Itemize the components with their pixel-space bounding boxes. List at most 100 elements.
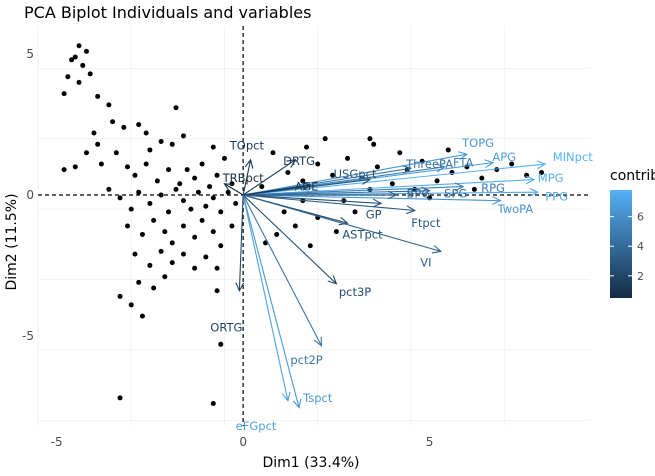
individual-point [139, 313, 145, 319]
individual-point [221, 155, 227, 161]
individual-point [214, 265, 220, 271]
individual-point [136, 189, 142, 195]
individual-point [158, 138, 164, 144]
arrow-head-bpg [387, 190, 398, 200]
variable-arrow-pct3p [242, 194, 337, 285]
arrow-head-efgpct [281, 391, 291, 402]
variable-arrow-twopa [243, 194, 501, 202]
variable-label-drtg: DRTG [283, 154, 315, 168]
variable-label-pct2p: pct2P [290, 353, 322, 367]
individual-point [352, 209, 358, 215]
legend-color-bar [610, 190, 632, 298]
individual-point [367, 136, 373, 142]
arrow-head-fta [435, 163, 446, 173]
individual-point [106, 102, 112, 108]
variable-label-apg: APG [492, 150, 516, 164]
grid [37, 26, 590, 426]
individual-point [274, 231, 280, 237]
individual-point [166, 209, 172, 215]
arrow-head-pct2p [313, 336, 323, 347]
variable-label-bpg: BPG [407, 187, 431, 201]
individual-point [125, 164, 131, 170]
variable-arrow-age [243, 184, 311, 196]
arrow-head-threepa [402, 165, 413, 174]
individual-point [218, 243, 224, 249]
variable-arrow-pct2p [242, 194, 322, 346]
individual-point [169, 141, 175, 147]
individual-point [95, 93, 101, 99]
individual-point [117, 195, 123, 201]
individual-point [333, 229, 339, 235]
y-tick-label: -5 [22, 329, 34, 343]
arrow-head-gp [372, 198, 383, 208]
variable-label-gp: GP [366, 208, 382, 222]
individual-point [143, 130, 149, 136]
individual-point [154, 178, 160, 184]
individual-point [83, 48, 89, 54]
variable-label-pct3p: pct3P [339, 285, 371, 299]
individuals-layer [61, 43, 545, 406]
individual-point [180, 223, 186, 229]
individual-point [151, 285, 157, 291]
individual-point [397, 150, 403, 156]
individual-point [270, 150, 276, 156]
variable-label-rpg: RPG [481, 181, 505, 195]
individual-point [158, 248, 164, 254]
arrow-head-topg [458, 151, 469, 160]
individual-point [151, 217, 157, 223]
variable-arrow-mpg [243, 178, 535, 196]
individual-point [292, 223, 298, 229]
individual-point [169, 260, 175, 266]
variable-label-astpct: ASTpct [342, 227, 383, 241]
arrow-head-usgpct [361, 176, 372, 185]
arrow-head-minpct [536, 160, 547, 170]
arrow-head-spg [421, 186, 431, 196]
arrow-head-ftpct [406, 205, 416, 215]
variable-arrow-topg [243, 153, 468, 196]
individual-point [374, 164, 380, 170]
individual-point [210, 144, 216, 150]
variable-arrow-tspct [242, 194, 300, 408]
arrow-head-astpct [338, 216, 349, 226]
individual-point [214, 288, 220, 294]
individual-point [72, 164, 78, 170]
individual-point [136, 279, 142, 285]
individual-point [83, 150, 89, 156]
individual-point [192, 175, 198, 181]
individual-point [315, 161, 321, 167]
individual-point [330, 172, 336, 178]
individual-point [285, 169, 291, 175]
individual-point [345, 155, 351, 161]
chart-title: PCA Biplot Individuals and variables [24, 3, 311, 22]
individual-point [110, 119, 116, 125]
individual-point [188, 206, 194, 212]
variable-arrow-drtg [242, 159, 296, 196]
variable-arrow-spg [243, 190, 430, 196]
individual-point [233, 200, 239, 206]
individual-point [76, 43, 82, 49]
individual-point [91, 130, 97, 136]
individual-point [434, 178, 440, 184]
arrow-head-vi [431, 244, 443, 254]
x-tick-label: 0 [239, 435, 247, 449]
individual-point [173, 105, 179, 111]
individual-point [218, 209, 224, 215]
variable-arrow-minpct [243, 163, 546, 196]
individual-point [65, 74, 71, 80]
variable-label-ortg: ORTG [210, 320, 242, 334]
contrib-legend: contrib 2 4 6 [610, 168, 655, 298]
individual-point [132, 251, 138, 257]
individual-point [214, 172, 220, 178]
individual-point [210, 229, 216, 235]
individual-point [180, 198, 186, 204]
individual-point [218, 341, 224, 347]
arrow-head-drtg [286, 159, 297, 168]
individual-point [207, 184, 213, 190]
individual-point [128, 206, 134, 212]
legend-tick-label: 4 [637, 240, 644, 253]
individual-point [87, 71, 93, 77]
arrow-head-topct [244, 158, 254, 169]
individual-point [300, 178, 306, 184]
individual-point [147, 147, 153, 153]
